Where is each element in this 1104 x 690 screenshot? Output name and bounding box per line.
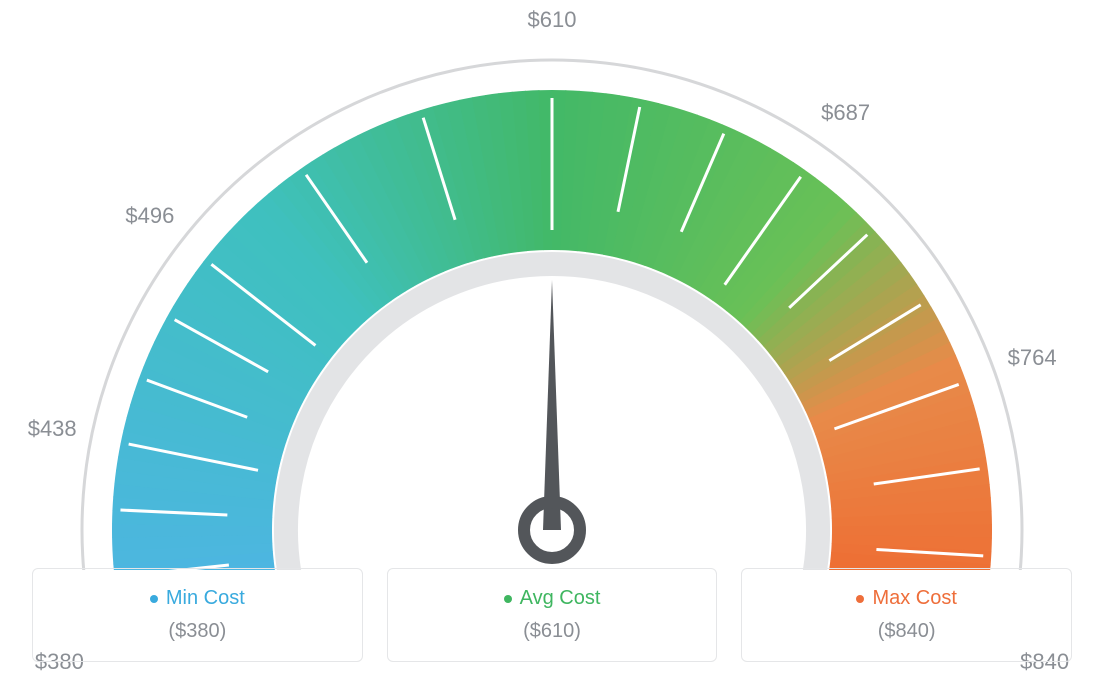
gauge-tick-label: $764 bbox=[1008, 345, 1057, 371]
gauge-tick-label: $496 bbox=[125, 203, 174, 229]
legend-label-min: Min Cost bbox=[150, 587, 245, 610]
legend-label-avg: Avg Cost bbox=[504, 587, 601, 610]
legend-label-avg-text: Avg Cost bbox=[520, 587, 601, 610]
legend-card-min: Min Cost ($380) bbox=[32, 568, 363, 662]
gauge-svg bbox=[0, 0, 1104, 570]
legend-label-min-text: Min Cost bbox=[166, 587, 245, 610]
legend-card-avg: Avg Cost ($610) bbox=[387, 568, 718, 662]
legend-label-max-text: Max Cost bbox=[872, 587, 956, 610]
legend-row: Min Cost ($380) Avg Cost ($610) Max Cost… bbox=[32, 568, 1072, 662]
legend-card-max: Max Cost ($840) bbox=[741, 568, 1072, 662]
legend-dot-max bbox=[856, 595, 864, 603]
legend-dot-avg bbox=[504, 595, 512, 603]
gauge-chart: $380$438$496$610$687$764$840 bbox=[0, 0, 1104, 560]
gauge-tick-label: $438 bbox=[28, 416, 77, 442]
gauge-tick-label: $610 bbox=[528, 7, 577, 33]
legend-label-max: Max Cost bbox=[856, 587, 956, 610]
legend-value-avg: ($610) bbox=[410, 620, 695, 643]
legend-value-min: ($380) bbox=[55, 620, 340, 643]
legend-value-max: ($840) bbox=[764, 620, 1049, 643]
legend-dot-min bbox=[150, 595, 158, 603]
gauge-tick-label: $687 bbox=[821, 100, 870, 126]
